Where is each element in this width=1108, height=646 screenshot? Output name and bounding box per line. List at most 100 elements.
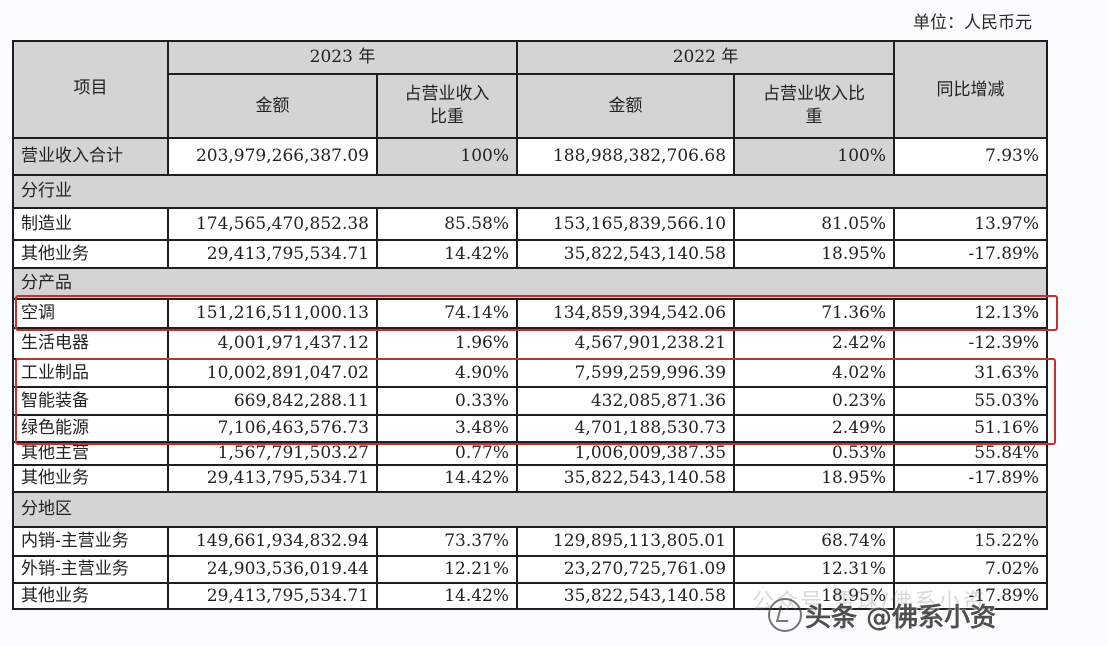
ratio-2023: 14.42% (375, 239, 519, 269)
section-title: 分行业 (11, 174, 1049, 209)
ratio-2022: 18.95% (733, 582, 896, 610)
ratio-2023: 73.37% (375, 526, 519, 557)
row-label: 制造业 (12, 207, 169, 241)
header-ratio-2023: 占营业收入 比重 (375, 73, 519, 139)
amount-2023: 174,565,470,852.38 (167, 207, 378, 241)
table-row: 其他业务 29,413,795,534.71 14.42% 35,822,543… (12, 464, 1049, 493)
row-label: 外销-主营业务 (12, 555, 169, 584)
row-label: 空调 (12, 298, 169, 329)
yoy: 13.97% (893, 207, 1049, 241)
amount-2022: 35,822,543,140.58 (516, 464, 736, 493)
unit-label: 单位：人民币元 (913, 13, 1032, 33)
yoy: -12.39% (893, 327, 1049, 360)
row-label: 生活电器 (12, 327, 169, 360)
ratio-2022: 12.31% (733, 555, 896, 584)
amount-2023: 669,842,288.11 (167, 386, 378, 416)
ratio-2022: 2.42% (733, 327, 896, 360)
table-row: 生活电器 4,001,971,437.12 1.96% 4,567,901,23… (12, 327, 1049, 360)
table-row: 内销-主营业务 149,661,934,832.94 73.37% 129,89… (12, 526, 1049, 557)
row-label: 其他业务 (12, 239, 169, 269)
revenue-table: 项目 2023 年 2022 年 同比增减 金额 占营业收入 比重 金额 占营业… (11, 40, 1049, 610)
amount-2022: 134,859,394,542.06 (516, 298, 736, 329)
header-amount-2023: 金额 (167, 73, 378, 139)
header-ratio-2022-line2: 重 (805, 107, 823, 127)
table-row: 工业制品 10,002,891,047.02 4.90% 7,599,259,9… (12, 358, 1049, 388)
ratio-2023: 4.90% (375, 358, 519, 388)
amount-2023: 24,903,536,019.44 (167, 555, 378, 584)
section-title: 分地区 (11, 491, 1049, 528)
header-ratio-2022-line1: 占营业收入比 (763, 84, 866, 105)
amount-2022: 35,822,543,140.58 (516, 239, 736, 269)
header-year-2022: 2022 年 (516, 40, 896, 75)
header-amount-2022: 金额 (516, 73, 736, 139)
row-label: 智能装备 (12, 386, 169, 416)
table-row: 绿色能源 7,106,463,576.73 3.48% 4,701,188,53… (12, 414, 1049, 443)
section-title: 分产品 (11, 267, 1049, 300)
amount-2022: 1,006,009,387.35 (516, 441, 736, 466)
total-ratio-2023: 100% (375, 137, 519, 176)
amount-2023: 7,106,463,576.73 (167, 414, 378, 443)
yoy: 7.02% (893, 555, 1049, 584)
ratio-2022: 18.95% (733, 464, 896, 493)
amount-2022: 7,599,259,996.39 (516, 358, 736, 388)
table-row: 制造业 174,565,470,852.38 85.58% 153,165,83… (12, 207, 1049, 241)
ratio-2022: 81.05% (733, 207, 896, 241)
table-row: 其他业务 29,413,795,534.71 14.42% 35,822,543… (12, 239, 1049, 269)
amount-2022: 129,895,113,805.01 (516, 526, 736, 557)
yoy: 12.13% (893, 298, 1049, 329)
yoy: 31.63% (893, 358, 1049, 388)
header-row-columns: 金额 占营业收入 比重 金额 占营业收入比 重 (13, 73, 1047, 139)
amount-2023: 10,002,891,047.02 (167, 358, 378, 388)
header-ratio-2022: 占营业收入比 重 (733, 73, 896, 139)
ratio-2022: 0.53% (733, 441, 896, 466)
amount-2022: 35,822,543,140.58 (516, 582, 736, 610)
yoy: 15.22% (893, 526, 1049, 557)
ratio-2023: 14.42% (375, 464, 519, 493)
total-ratio-2022: 100% (733, 137, 896, 176)
ratio-2023: 0.77% (375, 441, 519, 466)
amount-2023: 1,567,791,503.27 (167, 441, 378, 466)
ratio-2023: 74.14% (375, 298, 519, 329)
total-amount-2023: 203,979,266,387.09 (167, 137, 378, 176)
amount-2023: 4,001,971,437.12 (167, 327, 378, 360)
yoy: -17.89% (893, 464, 1049, 493)
row-label: 绿色能源 (12, 414, 169, 443)
total-row: 营业收入合计 203,979,266,387.09 100% 188,988,3… (12, 137, 1049, 176)
header-ratio-2023-line1: 占营业收入 (404, 84, 490, 105)
ratio-2023: 14.42% (375, 582, 519, 610)
ratio-2023: 3.48% (375, 414, 519, 443)
watermark-main: 头条 @佛系小资 (805, 603, 997, 633)
ratio-2022: 68.74% (733, 526, 896, 557)
amount-2022: 4,701,188,530.73 (516, 414, 736, 443)
header-ratio-2023-line2: 比重 (430, 107, 464, 127)
section-header-product: 分产品 (11, 267, 1049, 300)
toutiao-logo-icon (768, 598, 802, 632)
table-row: 外销-主营业务 24,903,536,019.44 12.21% 23,270,… (12, 555, 1049, 584)
table-row: 空调 151,216,511,000.13 74.14% 134,859,394… (12, 298, 1049, 329)
amount-2022: 4,567,901,238.21 (516, 327, 736, 360)
amount-2023: 151,216,511,000.13 (167, 298, 378, 329)
section-header-region: 分地区 (11, 491, 1049, 528)
ratio-2022: 2.49% (733, 414, 896, 443)
header-row-years: 项目 2023 年 2022 年 同比增减 (12, 40, 1049, 139)
ratio-2022: 18.95% (733, 239, 896, 269)
ratio-2023: 0.33% (375, 386, 519, 416)
ratio-2023: 85.58% (375, 207, 519, 241)
section-header-industry: 分行业 (11, 174, 1049, 209)
header-year-2023: 2023 年 (166, 40, 519, 75)
row-label: 其他业务 (12, 464, 169, 493)
yoy: -17.89% (893, 239, 1049, 269)
amount-2022: 432,085,871.36 (516, 386, 736, 416)
header-yoy: 同比增减 (893, 40, 1049, 139)
total-amount-2022: 188,988,382,706.68 (516, 137, 736, 176)
yoy: 55.03% (893, 386, 1049, 416)
total-yoy: 7.93% (893, 137, 1049, 176)
amount-2023: 149,661,934,832.94 (167, 526, 378, 557)
ratio-2023: 1.96% (375, 327, 519, 360)
ratio-2023: 12.21% (375, 555, 519, 584)
row-label: 工业制品 (12, 358, 169, 388)
row-label: 其他主营 (12, 441, 169, 466)
amount-2023: 29,413,795,534.71 (167, 239, 378, 269)
table-row: 其他主营 1,567,791,503.27 0.77% 1,006,009,38… (12, 441, 1049, 466)
amount-2023: 29,413,795,534.71 (167, 464, 378, 493)
